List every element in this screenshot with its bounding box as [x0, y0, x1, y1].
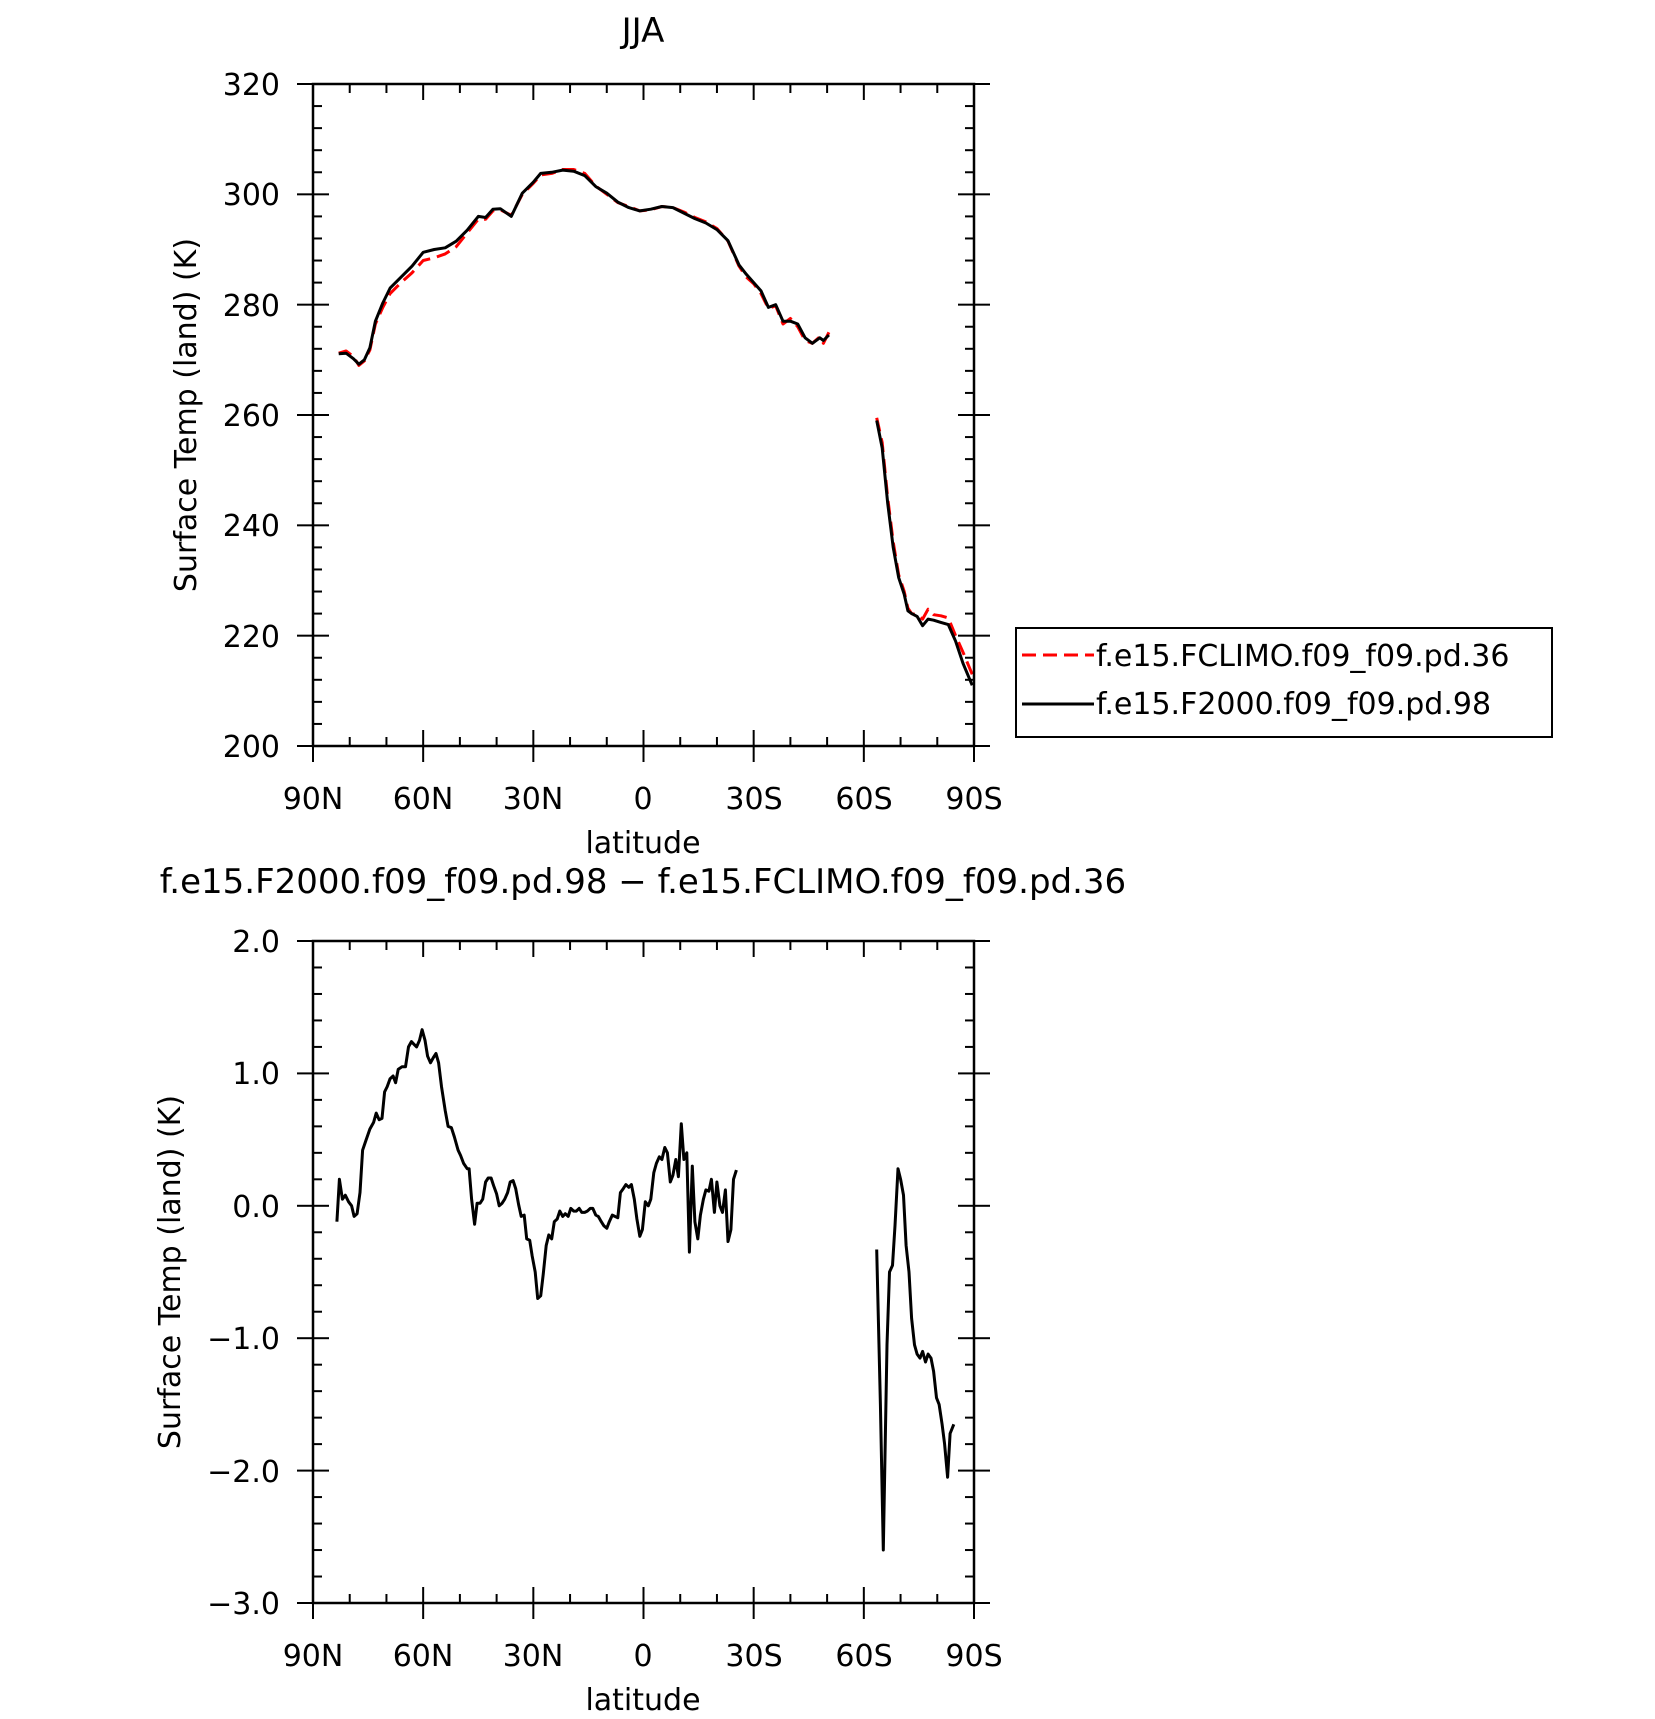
top-x-axis-label: latitude	[585, 826, 700, 861]
bottom-xtick-label: 30S	[725, 1639, 782, 1674]
top-xtick-label: 30N	[503, 782, 564, 817]
top-axis-ticks	[297, 83, 990, 762]
top-ytick-label: 280	[223, 289, 280, 324]
bottom-plot-frame	[311, 939, 976, 1605]
bottom-plot-lines	[335, 1028, 956, 1552]
bottom-line-difference	[875, 1167, 956, 1552]
bottom-ytick-label: −3.0	[207, 1587, 280, 1622]
top-xtick-label: 0	[633, 782, 652, 817]
legend-label-f2000: f.e15.F2000.f09_f09.pd.98	[1096, 687, 1491, 722]
bottom-ytick-label: −2.0	[207, 1455, 280, 1490]
top-line-fclimo	[875, 417, 974, 675]
bottom-xtick-label: 90N	[283, 1639, 344, 1674]
top-ytick-label: 200	[223, 730, 280, 765]
top-xtick-label: 60N	[393, 782, 454, 817]
top-line-f2000	[338, 168, 830, 366]
top-chart-title: JJA	[620, 11, 665, 51]
bottom-ytick-label: −1.0	[207, 1322, 280, 1357]
bottom-ytick-label: 1.0	[232, 1057, 280, 1092]
bottom-xtick-label: 0	[633, 1639, 652, 1674]
top-y-axis-label: Surface Temp (land) (K)	[169, 238, 204, 592]
top-line-f2000	[875, 420, 974, 686]
bottom-chart-title: f.e15.F2000.f09_f09.pd.98 − f.e15.FCLIMO…	[160, 862, 1126, 902]
bottom-y-axis-label: Surface Temp (land) (K)	[153, 1095, 188, 1449]
top-plot-frame	[311, 82, 976, 748]
bottom-axis-ticks	[297, 940, 990, 1619]
top-ytick-label: 300	[223, 178, 280, 213]
top-ytick-label: 320	[223, 68, 280, 103]
top-ytick-label: 240	[223, 509, 280, 544]
bottom-chart: f.e15.F2000.f09_f09.pd.98 − f.e15.FCLIMO…	[153, 862, 1126, 1718]
bottom-x-axis-label: latitude	[585, 1683, 700, 1718]
bottom-ytick-label: 2.0	[232, 925, 280, 960]
legend: f.e15.FCLIMO.f09_f09.pd.36 f.e15.F2000.f…	[1015, 627, 1553, 738]
legend-box	[1015, 627, 1553, 738]
legend-label-fclimo: f.e15.FCLIMO.f09_f09.pd.36	[1096, 639, 1509, 674]
top-line-fclimo	[338, 168, 831, 367]
bottom-xtick-label: 60S	[835, 1639, 892, 1674]
top-ytick-label: 220	[223, 620, 280, 655]
top-chart: JJA 200 220 240 260 280 300 320 90N 60N …	[169, 11, 1553, 861]
bottom-xtick-label: 30N	[503, 1639, 564, 1674]
bottom-series-difference	[335, 1028, 956, 1552]
bottom-line-difference	[335, 1028, 738, 1300]
bottom-ytick-label: 0.0	[232, 1190, 280, 1225]
top-xtick-label: 90N	[283, 782, 344, 817]
top-plot-lines	[338, 168, 974, 686]
bottom-xtick-label: 60N	[393, 1639, 454, 1674]
bottom-xtick-label: 90S	[945, 1639, 1002, 1674]
top-series-f2000	[338, 168, 974, 686]
top-ytick-label: 260	[223, 399, 280, 434]
top-xtick-label: 30S	[725, 782, 782, 817]
top-xtick-label: 90S	[945, 782, 1002, 817]
top-xtick-label: 60S	[835, 782, 892, 817]
